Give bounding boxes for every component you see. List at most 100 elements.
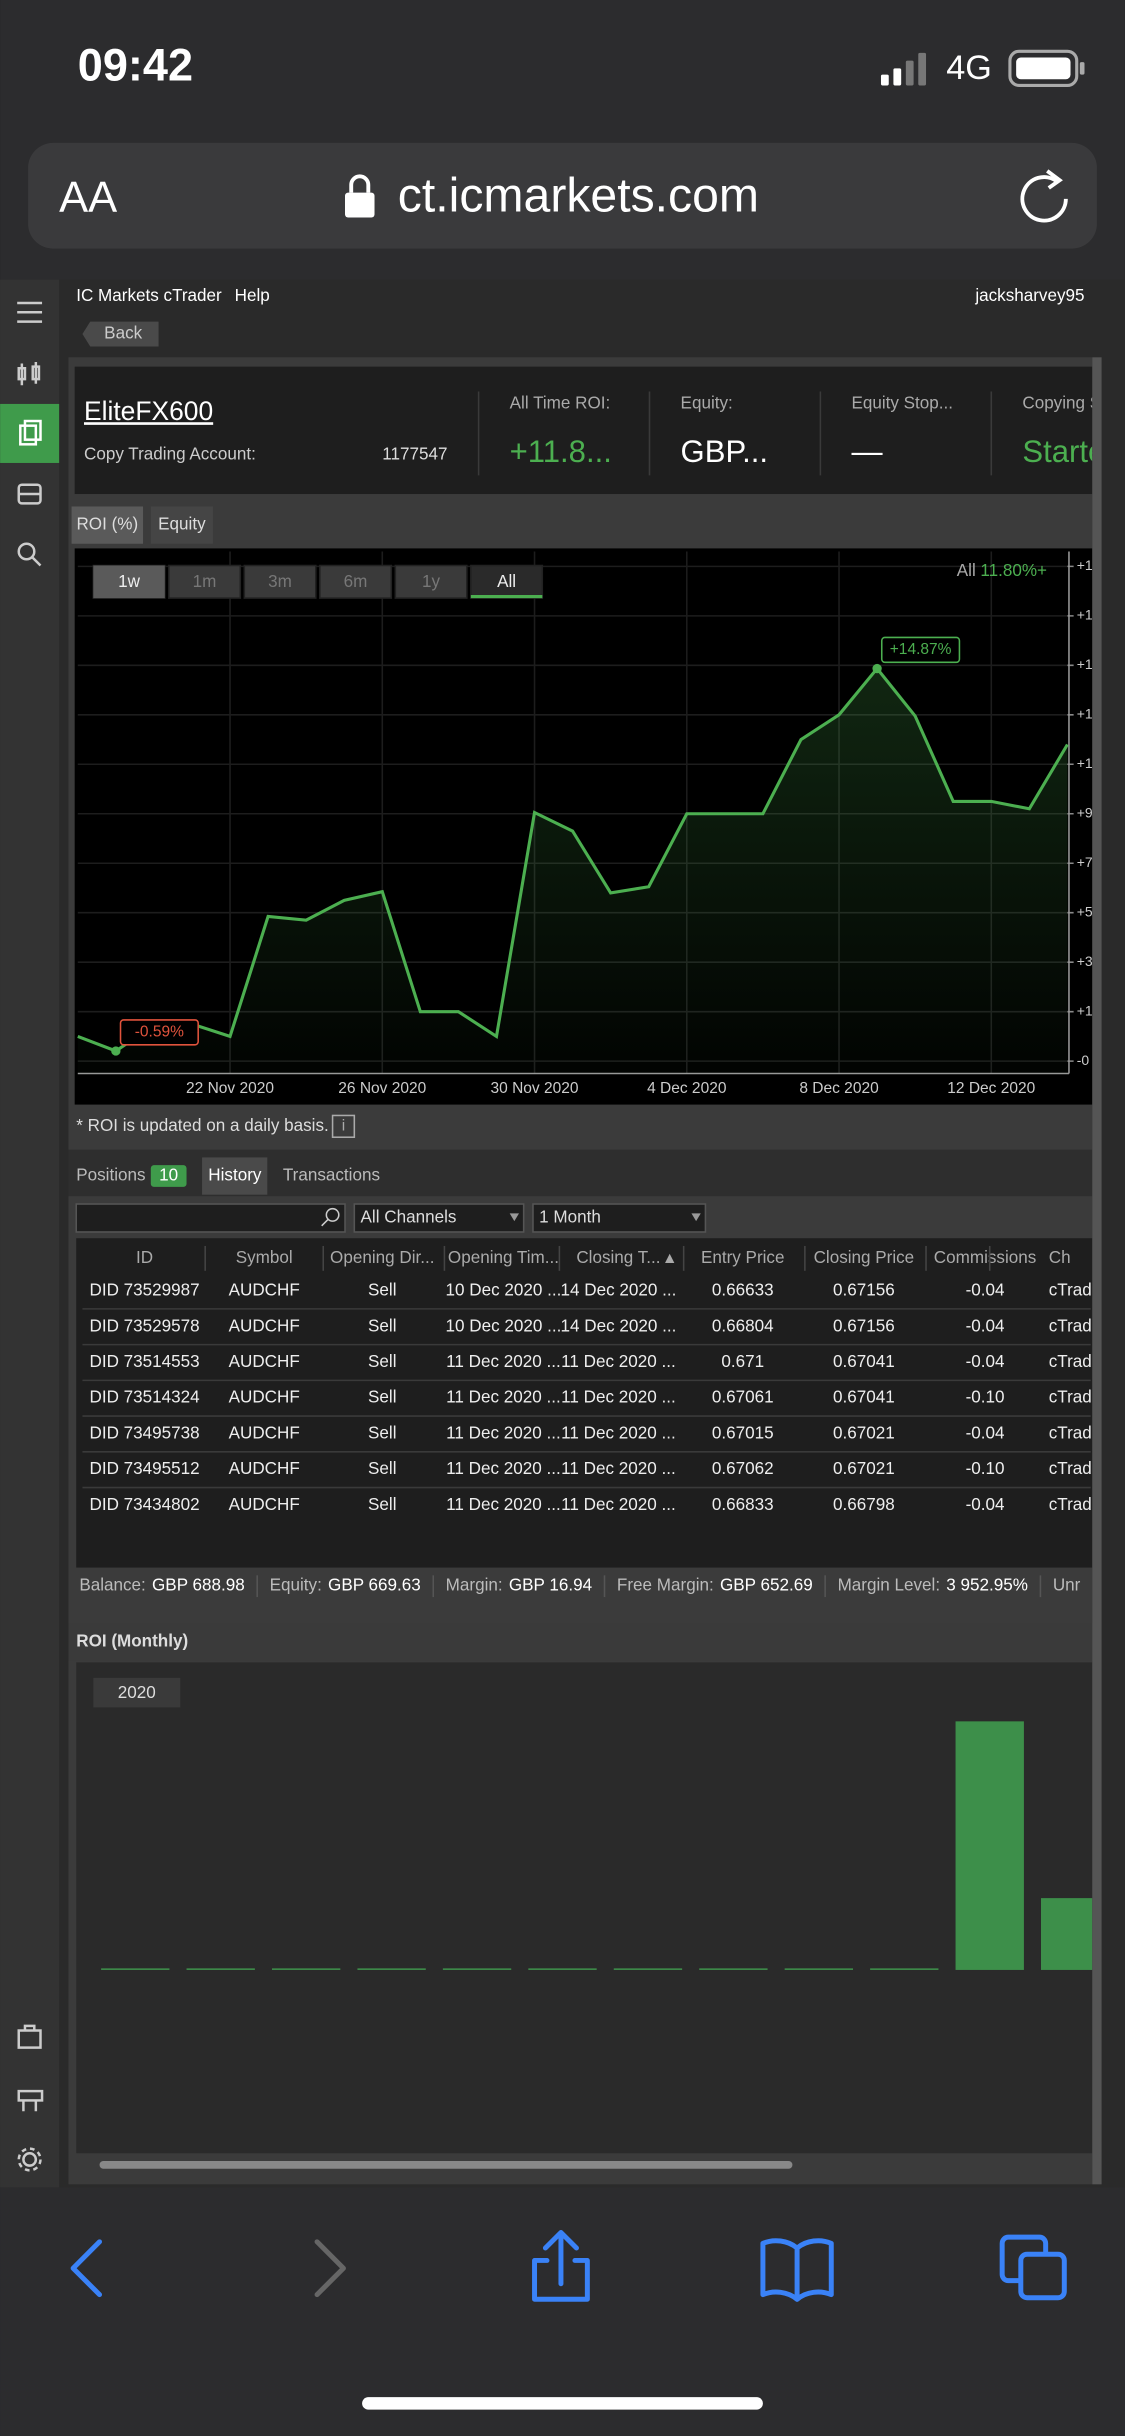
sort-arrow xyxy=(665,1253,675,1264)
column-header[interactable]: ID xyxy=(136,1248,153,1267)
table-cell: Sell xyxy=(368,1316,396,1335)
chart-tab[interactable] xyxy=(71,506,144,544)
reload-button[interactable] xyxy=(1020,169,1068,223)
table-cell: 11 Dec 2020 ... xyxy=(446,1352,561,1371)
badge xyxy=(150,1165,187,1187)
column-header[interactable]: Opening Dir... xyxy=(330,1248,434,1267)
table-cell: DID 73495512 xyxy=(90,1459,200,1478)
table-cell: -0.04 xyxy=(966,1423,1005,1442)
table-cell: 0.67061 xyxy=(712,1388,774,1407)
table-cell: cTrad xyxy=(1049,1423,1092,1442)
y-tick-label: +1 xyxy=(1077,755,1093,771)
column-header[interactable]: Entry Price xyxy=(701,1248,785,1267)
year-label[interactable]: 2020 xyxy=(118,1683,156,1702)
tabs-button[interactable] xyxy=(999,2234,1067,2301)
tab-selected[interactable] xyxy=(202,1157,268,1195)
horizontal-scroll-thumb[interactable] xyxy=(99,2161,793,2169)
value-label-box xyxy=(119,1019,199,1046)
filter-label[interactable]: All Channels xyxy=(361,1208,457,1227)
range-label[interactable]: All xyxy=(497,572,516,591)
back-nav-button[interactable] xyxy=(70,2239,103,2298)
range-button[interactable] xyxy=(319,564,393,599)
stat-label: Copying S xyxy=(1022,393,1101,412)
back-button-bg[interactable] xyxy=(82,321,159,347)
y-tick-label: +1 xyxy=(1077,557,1093,573)
range-label[interactable]: 1w xyxy=(118,572,140,591)
user-menu[interactable]: jacksharvey95 xyxy=(974,286,1084,305)
battery-icon xyxy=(1008,49,1085,87)
vertical-scrollbar[interactable] xyxy=(1092,357,1102,2185)
column-header[interactable]: Commissions xyxy=(934,1248,1037,1267)
filter-dropdown[interactable] xyxy=(532,1203,707,1233)
column-header[interactable]: Opening Tim... xyxy=(448,1248,559,1267)
table-cell: 0.67021 xyxy=(833,1459,895,1478)
stat-label: All Time ROI: xyxy=(510,393,611,412)
column-header[interactable]: Closing Price xyxy=(814,1248,915,1267)
filter-label[interactable]: 1 Month xyxy=(539,1208,601,1227)
table-cell: 11 Dec 2020 ... xyxy=(446,1388,561,1407)
chart-tab-label[interactable]: Equity xyxy=(158,515,206,534)
column-header[interactable]: Symbol xyxy=(236,1248,293,1267)
chart-tab[interactable] xyxy=(150,506,213,544)
table-cell: AUDCHF xyxy=(229,1316,300,1335)
table-cell: DID 73495738 xyxy=(90,1423,200,1442)
filter-dropdown[interactable] xyxy=(353,1203,525,1233)
chart-tab-label[interactable]: ROI (%) xyxy=(76,515,138,534)
sidebar-icons[interactable] xyxy=(17,301,44,2172)
year-selector[interactable] xyxy=(93,1677,181,1708)
monthly-title: ROI (Monthly) xyxy=(76,1632,188,1651)
monthly-bar xyxy=(699,1968,768,1970)
help-link[interactable]: Help xyxy=(235,286,270,305)
lock-icon xyxy=(345,174,375,218)
range-button[interactable] xyxy=(470,564,544,599)
summary-item-value: GBP 669.63 xyxy=(328,1576,421,1595)
info-icon-box[interactable] xyxy=(331,1114,356,1138)
table-cell: -0.10 xyxy=(966,1459,1005,1478)
range-label[interactable]: 1y xyxy=(422,572,440,591)
back-button[interactable]: Back xyxy=(104,324,142,343)
table-cell: 11 Dec 2020 ... xyxy=(561,1495,676,1514)
table-cell: -0.10 xyxy=(966,1388,1005,1407)
column-header[interactable]: Ch xyxy=(1049,1248,1071,1267)
stat-label: Equity: xyxy=(681,393,733,412)
column-header[interactable]: Closing T... xyxy=(576,1248,660,1267)
url-bar[interactable] xyxy=(28,142,1097,249)
account-name[interactable]: EliteFX600 xyxy=(84,396,213,426)
table-cell: 0.671 xyxy=(721,1352,764,1371)
table-cell: 11 Dec 2020 ... xyxy=(446,1423,561,1442)
range-button[interactable] xyxy=(243,564,317,599)
y-tick-label: +7 xyxy=(1077,854,1093,870)
table-cell: Sell xyxy=(368,1352,396,1371)
share-button[interactable] xyxy=(532,2229,590,2302)
text-size-button[interactable]: AA xyxy=(59,174,117,222)
stat-value: Starte xyxy=(1022,434,1105,469)
range-label[interactable]: 3m xyxy=(268,572,292,591)
range-button[interactable] xyxy=(394,564,468,599)
table-cell: 0.67041 xyxy=(833,1388,895,1407)
forward-nav-button[interactable] xyxy=(314,2239,346,2298)
table-cell: AUDCHF xyxy=(229,1459,300,1478)
x-tick-label: 26 Nov 2020 xyxy=(338,1080,426,1097)
range-button[interactable] xyxy=(168,564,242,599)
dropdown-caret xyxy=(691,1213,701,1222)
range-label[interactable]: 6m xyxy=(344,572,368,591)
table-cell: DID 73514553 xyxy=(90,1352,200,1371)
table-cell: 0.66798 xyxy=(833,1495,895,1514)
monthly-bar xyxy=(357,1968,426,1970)
range-button-first[interactable] xyxy=(93,565,165,599)
table-cell: -0.04 xyxy=(966,1281,1005,1300)
range-label[interactable]: 1m xyxy=(193,572,217,591)
bookmarks-button[interactable] xyxy=(760,2238,834,2302)
x-tick-label: 4 Dec 2020 xyxy=(647,1080,727,1097)
table-cell: 11 Dec 2020 ... xyxy=(446,1459,561,1478)
monthly-bar xyxy=(186,1968,255,1970)
info-icon[interactable]: i xyxy=(342,1117,345,1134)
history-tab[interactable]: History xyxy=(208,1166,262,1185)
search-box[interactable] xyxy=(75,1203,346,1233)
history-tab[interactable]: Positions xyxy=(76,1166,145,1185)
table-cell: 11 Dec 2020 ... xyxy=(561,1352,676,1371)
history-tab[interactable]: Transactions xyxy=(283,1166,380,1185)
stat-label: Equity Stop... xyxy=(851,393,953,412)
